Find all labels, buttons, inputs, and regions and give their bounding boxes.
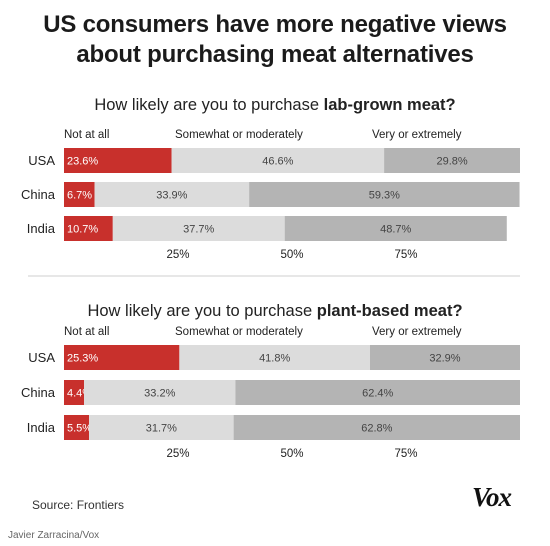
credit-note: Javier Zarracina/Vox (8, 530, 100, 541)
data-label: 25.3% (67, 353, 98, 365)
row-label: India (27, 420, 56, 435)
data-label: 37.7% (183, 224, 214, 236)
question-subject: lab-grown meat? (324, 96, 456, 114)
row-label: USA (28, 153, 55, 168)
data-label: 6.7% (67, 190, 92, 202)
row-label: China (21, 385, 56, 400)
data-label: 10.7% (67, 224, 98, 236)
data-label: 48.7% (380, 224, 411, 236)
legend-label: Not at all (64, 129, 109, 141)
bar-segment (64, 216, 113, 241)
bar-segment (235, 380, 520, 405)
data-label: 32.9% (429, 353, 460, 365)
data-label: 5.5% (67, 423, 92, 435)
row-label: USA (28, 350, 55, 365)
bar-segment (84, 380, 236, 405)
bar-segment (384, 148, 520, 173)
legend-label: Very or extremely (372, 326, 462, 338)
question-prefix: How likely are you to purchase (87, 302, 316, 320)
bar-segment (64, 182, 95, 207)
data-label: 29.8% (436, 156, 467, 168)
data-label: 62.8% (361, 423, 392, 435)
bar-segment (64, 345, 180, 370)
data-label: 33.9% (156, 190, 187, 202)
x-tick-label: 50% (280, 448, 303, 460)
legend-label: Somewhat or moderately (175, 326, 303, 338)
bar-segment (64, 415, 90, 440)
legend-label: Not at all (64, 326, 109, 338)
legend-label: Somewhat or moderately (175, 129, 303, 141)
bar-segment (112, 216, 285, 241)
question-text: How likely are you to purchase plant-bas… (87, 302, 462, 320)
row-label: India (27, 221, 56, 236)
question-subject: plant-based meat? (317, 302, 463, 320)
question-text: How likely are you to purchase lab-grown… (94, 96, 455, 114)
x-tick-label: 75% (394, 249, 417, 261)
bar-segment (94, 182, 250, 207)
data-label: 23.6% (67, 156, 98, 168)
bar-segment (284, 216, 507, 241)
bar-segment (89, 415, 234, 440)
bar-segment (179, 345, 370, 370)
data-label: 46.6% (262, 156, 293, 168)
data-label: 33.2% (144, 388, 175, 400)
x-tick-label: 25% (166, 448, 189, 460)
data-label: 59.3% (369, 190, 400, 202)
x-tick-label: 25% (166, 249, 189, 261)
bar-segment (64, 380, 85, 405)
bar-segment (233, 415, 520, 440)
vox-logo: Vox (472, 482, 512, 512)
bar-segment (171, 148, 385, 173)
bar-segment (64, 148, 172, 173)
chart-title: US consumers have more negative views ab… (0, 10, 550, 70)
title-line-1: US consumers have more negative views (43, 11, 507, 38)
bar-segment (249, 182, 520, 207)
title-line-2: about purchasing meat alternatives (76, 41, 474, 68)
row-label: China (21, 187, 56, 202)
source-note: Source: Frontiers (32, 498, 125, 512)
x-tick-label: 75% (394, 448, 417, 460)
data-label: 31.7% (146, 423, 177, 435)
data-label: 41.8% (259, 353, 290, 365)
data-label: 62.4% (362, 388, 393, 400)
legend-label: Very or extremely (372, 129, 462, 141)
bar-segment (369, 345, 520, 370)
question-prefix: How likely are you to purchase (94, 96, 323, 114)
x-tick-label: 50% (280, 249, 303, 261)
